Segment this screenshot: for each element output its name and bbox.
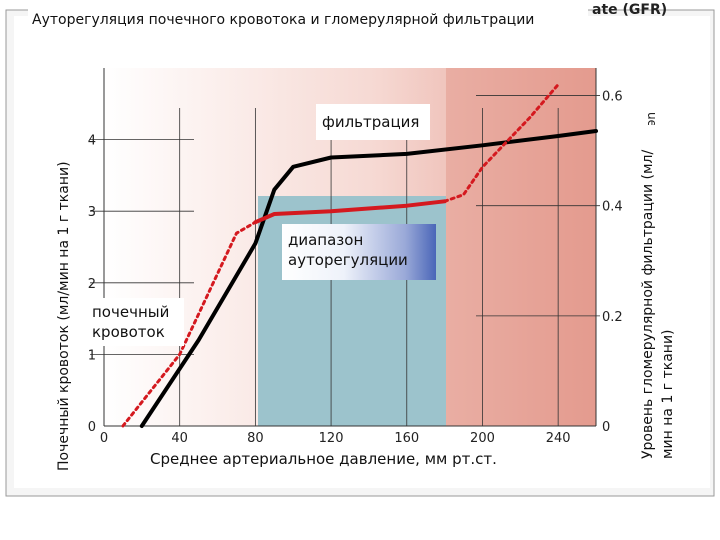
y-left-tick-label: 1 bbox=[88, 348, 96, 363]
y-right-tick-label: 0 bbox=[602, 420, 610, 435]
x-tick-label: 160 bbox=[394, 431, 419, 446]
y-right-tick-label: 0.4 bbox=[602, 200, 623, 215]
renal-flow-label-line1: почечный bbox=[92, 303, 170, 321]
filtration-label: фильтрация bbox=[316, 104, 430, 140]
y-left-tick-label: 0 bbox=[88, 420, 96, 435]
gfr-series-dashed bbox=[121, 220, 257, 428]
series-layer bbox=[121, 83, 598, 428]
x-tick-label: 120 bbox=[319, 431, 344, 446]
gfr-series-dashed bbox=[443, 83, 560, 203]
autoregulation-label-line2: ауторегуляции bbox=[288, 251, 408, 269]
grid-lines bbox=[90, 95, 600, 426]
x-axis-label: Среднее артериальное давление, мм рт.ст. bbox=[144, 444, 532, 474]
autoregulation-label-line1: диапазон bbox=[288, 231, 364, 249]
y-axis-right-label-text: Уровень гломерулярной фильтрации (мл/мин… bbox=[640, 149, 676, 459]
x-tick-label: 80 bbox=[247, 431, 264, 446]
axes bbox=[103, 68, 597, 427]
clipped-header-text: ate (GFR) bbox=[592, 2, 668, 18]
x-tick-label: 240 bbox=[546, 431, 571, 446]
y-left-tick-label: 3 bbox=[88, 205, 96, 220]
autoregulation-range-label: диапазон ауторегуляции bbox=[282, 224, 436, 280]
y-axis-right-label: Уровень гломерулярной фильтрации (мл/мин… bbox=[636, 125, 680, 463]
x-tick-label: 40 bbox=[171, 431, 188, 446]
y-right-tick-label: 0.6 bbox=[602, 90, 623, 105]
y-left-tick-label: 2 bbox=[88, 277, 96, 292]
y-right-tick-label: 0.2 bbox=[602, 310, 623, 325]
renal-flow-label: почечный кровоток bbox=[86, 298, 184, 346]
gfr-series-solid bbox=[253, 199, 447, 225]
x-tick-label: 0 bbox=[100, 431, 108, 446]
y-left-tick-label: 4 bbox=[88, 134, 96, 149]
right-shading bbox=[446, 68, 596, 426]
x-tick-label: 200 bbox=[470, 431, 495, 446]
y-axis-left-label: Почечный кровоток (мл/мин на 1 г ткани) bbox=[52, 157, 76, 475]
chart-title: Ауторегуляция почечного кровотока и глом… bbox=[28, 6, 588, 34]
renal-flow-series-solid bbox=[139, 129, 598, 428]
renal-flow-label-line2: кровоток bbox=[92, 323, 165, 341]
